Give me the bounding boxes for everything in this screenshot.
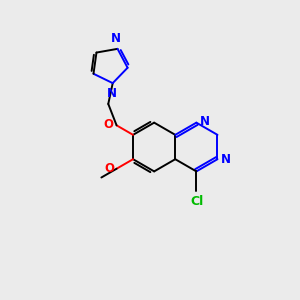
Text: N: N xyxy=(221,153,231,166)
Text: N: N xyxy=(106,87,116,100)
Text: O: O xyxy=(104,162,114,175)
Text: Cl: Cl xyxy=(190,195,204,208)
Text: N: N xyxy=(200,115,210,128)
Text: N: N xyxy=(111,32,122,45)
Text: O: O xyxy=(103,118,114,130)
